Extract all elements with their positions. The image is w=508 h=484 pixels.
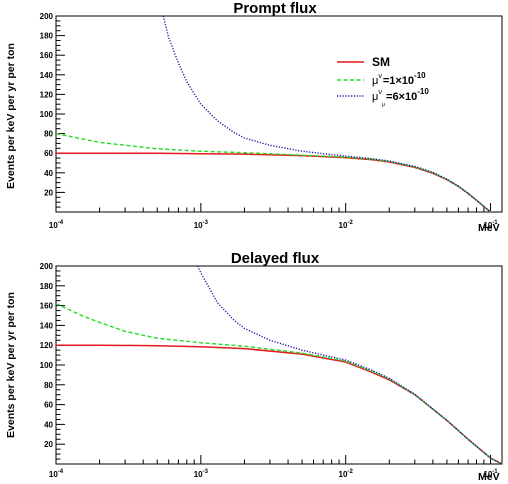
series-line-1 bbox=[56, 344, 502, 464]
series-line-2 bbox=[56, 302, 502, 464]
series-line-2 bbox=[56, 132, 491, 212]
chart-title: Delayed flux bbox=[231, 250, 320, 267]
x-tick-label: 10-1 bbox=[483, 220, 498, 230]
y-tick-label: 40 bbox=[44, 169, 53, 178]
x-tick-label: 10-3 bbox=[194, 469, 209, 479]
y-tick-label: 200 bbox=[40, 262, 54, 271]
legend-entry: μνμ=6×10-10 bbox=[372, 87, 429, 108]
y-tick-label: 40 bbox=[44, 420, 53, 429]
y-tick-label: 100 bbox=[40, 110, 54, 119]
x-tick-label: 10-2 bbox=[339, 220, 354, 230]
y-tick-label: 180 bbox=[40, 32, 54, 41]
chart-panel-2: 20 40 60 80 100 120 140 160 180 200 10-4 10-3 10-2 10… bbox=[5, 250, 503, 483]
legend-entry: SM bbox=[372, 55, 390, 69]
x-axis-label: MeV bbox=[478, 471, 500, 483]
y-tick-label: 60 bbox=[44, 149, 53, 158]
x-tick-label: 10-4 bbox=[49, 220, 64, 230]
y-tick-label: 120 bbox=[40, 90, 54, 99]
y-tick-label: 80 bbox=[44, 381, 53, 390]
series-group bbox=[56, 16, 492, 212]
y-tick-label: 160 bbox=[40, 51, 54, 60]
y-tick-label: 160 bbox=[40, 302, 54, 311]
y-axis-label: Events per keV per yr per ton bbox=[5, 292, 17, 438]
y-tick-label: 120 bbox=[40, 341, 54, 350]
series-line-1 bbox=[56, 152, 492, 212]
legend-entry: μν=1×10-10 bbox=[372, 71, 426, 87]
y-tick-label: 140 bbox=[40, 321, 54, 330]
series-line-3 bbox=[196, 266, 502, 464]
y-tick-label: 100 bbox=[40, 361, 54, 370]
x-tick-label: 10-1 bbox=[483, 469, 498, 479]
series-group bbox=[56, 266, 502, 464]
x-tick-label: 10-2 bbox=[339, 469, 354, 479]
plot-frame bbox=[55, 265, 503, 465]
chart-panel-1: 20 40 60 80 100 120 140 160 180 200 10-4 10-3 10-2 10… bbox=[5, 0, 503, 234]
x-axis-label: MeV bbox=[478, 222, 500, 234]
y-tick-label: 180 bbox=[40, 282, 54, 291]
chart-title: Prompt flux bbox=[233, 0, 317, 17]
y-tick-label: 140 bbox=[40, 71, 54, 80]
y-tick-label: 20 bbox=[44, 188, 53, 197]
x-tick-label: 10-3 bbox=[194, 220, 209, 230]
x-tick-label: 10-4 bbox=[49, 469, 64, 479]
y-tick-label: 200 bbox=[40, 12, 54, 21]
series-line-3 bbox=[162, 16, 491, 212]
y-tick-label: 80 bbox=[44, 130, 53, 139]
y-tick-label: 20 bbox=[44, 440, 53, 449]
y-tick-label: 60 bbox=[44, 401, 53, 410]
plot-frame bbox=[55, 15, 503, 213]
y-axis-label: Events per keV per yr per ton bbox=[5, 43, 17, 189]
